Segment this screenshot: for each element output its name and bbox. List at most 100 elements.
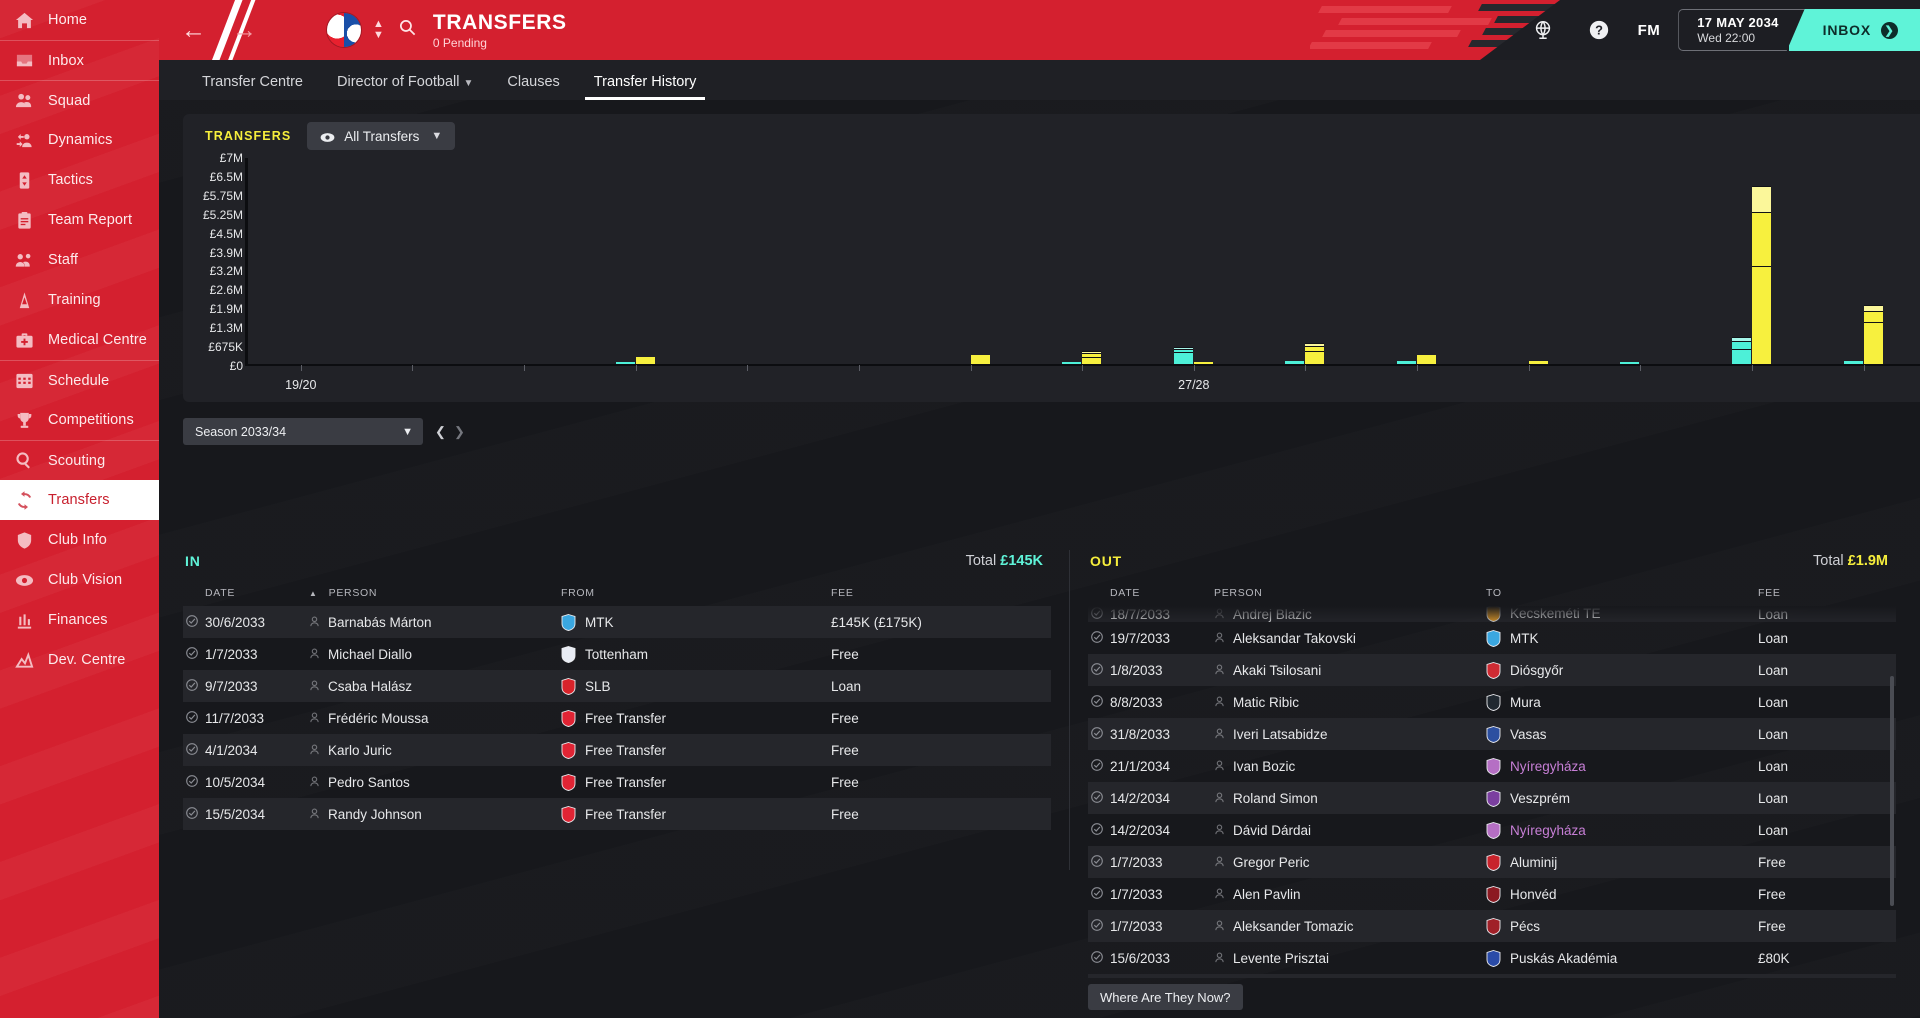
cell-club[interactable]: Veszprém xyxy=(1486,789,1758,807)
chart-bar-in[interactable] xyxy=(1397,360,1417,364)
select-row-checkbox[interactable] xyxy=(1091,758,1103,774)
cell-person[interactable]: Iveri Latsabidze xyxy=(1214,727,1486,742)
cell-person[interactable]: Randy Johnson xyxy=(309,807,561,822)
sidebar-item-club-vision[interactable]: Club Vision xyxy=(0,560,159,600)
chart-bar-out[interactable] xyxy=(970,354,990,364)
cell-club[interactable]: Puskás Akadémia xyxy=(1486,949,1758,967)
transfer-filter-dropdown[interactable]: All Transfers ▼ xyxy=(307,122,456,150)
table-row[interactable]: 4/1/2034 Karlo Juric Free Transfer Free xyxy=(183,734,1051,766)
select-row-checkbox[interactable] xyxy=(1091,726,1103,742)
chart-bar-out[interactable] xyxy=(635,356,655,364)
sidebar-item-schedule[interactable]: Schedule xyxy=(0,360,159,400)
club-switch-icon[interactable]: ▲ ▼ xyxy=(373,18,384,41)
table-row[interactable]: 1/7/2033 Gregor Peric Aluminij Free xyxy=(1088,846,1896,878)
sidebar-item-transfers[interactable]: Transfers xyxy=(0,480,159,520)
sidebar-item-inbox[interactable]: Inbox xyxy=(0,40,159,80)
table-row[interactable]: 1/7/2033 Alen Pavlin Honvéd Free xyxy=(1088,878,1896,910)
chart-bar-in[interactable] xyxy=(615,362,635,364)
select-row-checkbox[interactable] xyxy=(1091,950,1103,966)
chart-bar-in[interactable] xyxy=(1285,361,1305,364)
cell-club[interactable]: Diósgyőr xyxy=(1486,661,1758,679)
season-prev-button[interactable]: ❮ xyxy=(435,423,446,439)
cell-club[interactable]: Honvéd xyxy=(1486,885,1758,903)
cell-person[interactable]: Aleksander Tomazic xyxy=(1214,919,1486,934)
tab-transfer-centre[interactable]: Transfer Centre xyxy=(185,74,320,100)
cell-club[interactable]: Kecskeméti TE xyxy=(1486,606,1758,622)
cell-club[interactable]: Nyíregyháza xyxy=(1486,821,1758,839)
fm-logo[interactable]: FM xyxy=(1637,21,1661,39)
table-row[interactable]: 1/7/2033 Michael Diallo Tottenham Free xyxy=(183,638,1051,670)
back-arrow-icon[interactable]: ← xyxy=(181,15,206,44)
table-row[interactable]: 1/8/2033 Akaki Tsilosani Diósgyőr Loan xyxy=(1088,654,1896,686)
sidebar-item-medical-centre[interactable]: Medical Centre xyxy=(0,320,159,360)
sidebar-item-club-info[interactable]: Club Info xyxy=(0,520,159,560)
select-row-checkbox[interactable] xyxy=(1091,694,1103,710)
table-row[interactable]: 11/7/2033 Frédéric Moussa Free Transfer Fre… xyxy=(183,702,1051,734)
table-row[interactable]: 8/8/2033 Matic Ribic Mura Loan xyxy=(1088,686,1896,718)
cell-person[interactable]: Ivan Bozic xyxy=(1214,759,1486,774)
sidebar-item-home[interactable]: Home xyxy=(0,0,159,40)
select-row-checkbox[interactable] xyxy=(1091,630,1103,646)
cell-person[interactable]: Dávid Dárdai xyxy=(1214,823,1486,838)
chart-bar-in[interactable] xyxy=(1620,362,1640,364)
table-row[interactable]: 14/2/2034 Dávid Dárdai Nyíregyháza Loan xyxy=(1088,814,1896,846)
column-person[interactable]: ▲ PERSON xyxy=(309,587,378,599)
help-icon[interactable]: ? xyxy=(1582,13,1616,47)
chart-bar-in[interactable] xyxy=(1173,347,1193,364)
cell-person[interactable]: Roland Simon xyxy=(1214,791,1486,806)
select-row-checkbox[interactable] xyxy=(186,614,198,630)
navigation-arrows[interactable]: ← → xyxy=(181,15,257,44)
out-rows-scroll[interactable]: 18/7/2033 Andrej Blazic Kecskeméti TE Loan 1… xyxy=(1088,606,1896,978)
chart-bar-out[interactable] xyxy=(1082,350,1102,364)
select-row-checkbox[interactable] xyxy=(186,774,198,790)
cell-club[interactable]: SLB xyxy=(561,677,831,695)
cell-person[interactable]: Csaba Halász xyxy=(309,679,561,694)
where-are-they-now-button[interactable]: Where Are They Now? xyxy=(1088,984,1243,1010)
sidebar-item-staff[interactable]: Staff xyxy=(0,240,159,280)
select-row-checkbox[interactable] xyxy=(1091,822,1103,838)
cell-club[interactable]: Free Transfer xyxy=(561,773,831,791)
table-row[interactable]: 1/7/2033 Aleksander Tomazic Pécs Free xyxy=(1088,910,1896,942)
select-row-checkbox[interactable] xyxy=(1091,662,1103,678)
globe-icon[interactable] xyxy=(1526,13,1560,47)
cell-person[interactable]: Frédéric Moussa xyxy=(309,711,561,726)
table-row[interactable]: 31/8/2033 Iveri Latsabidze Vasas Loan xyxy=(1088,718,1896,750)
select-row-checkbox[interactable] xyxy=(186,806,198,822)
chart-bar-out[interactable] xyxy=(1528,361,1548,364)
sidebar-item-team-report[interactable]: Team Report xyxy=(0,200,159,240)
cell-person[interactable]: Karlo Juric xyxy=(309,743,561,758)
chart-bar-out[interactable] xyxy=(1305,343,1325,364)
table-row[interactable]: 25/5/2033Ibrahim NeyaAl-Ettifaq£250K xyxy=(1088,974,1896,978)
column-date[interactable]: DATE xyxy=(1110,587,1141,599)
chart-bar-in[interactable] xyxy=(1062,362,1082,364)
sidebar-item-tactics[interactable]: Tactics xyxy=(0,160,159,200)
cell-club[interactable]: Free Transfer xyxy=(561,741,831,759)
cell-club[interactable]: Vasas xyxy=(1486,725,1758,743)
sidebar-item-finances[interactable]: Finances xyxy=(0,600,159,640)
sidebar-item-squad[interactable]: Squad xyxy=(0,80,159,120)
table-row[interactable]: 18/7/2033 Andrej Blazic Kecskeméti TE Loan xyxy=(1088,606,1896,622)
season-dropdown[interactable]: Season 2033/34 ▼ xyxy=(183,418,423,445)
cell-person[interactable]: Michael Diallo xyxy=(309,647,561,662)
table-row[interactable]: 21/1/2034 Ivan Bozic Nyíregyháza Loan xyxy=(1088,750,1896,782)
tab-clauses[interactable]: Clauses xyxy=(490,74,576,100)
cell-person[interactable]: Akaki Tsilosani xyxy=(1214,663,1486,678)
cell-club[interactable]: Aluminij xyxy=(1486,853,1758,871)
chart-bar-out[interactable] xyxy=(1751,185,1771,364)
cell-club[interactable]: Pécs xyxy=(1486,917,1758,935)
table-row[interactable]: 30/6/2033 Barnabás Márton MTK £145K (£175K) xyxy=(183,606,1051,638)
select-row-checkbox[interactable] xyxy=(1091,607,1103,622)
cell-club[interactable]: MTK xyxy=(561,613,831,631)
tab-transfer-history[interactable]: Transfer History xyxy=(577,74,714,100)
inbox-button[interactable]: INBOX ❯ xyxy=(1788,9,1920,51)
select-row-checkbox[interactable] xyxy=(186,710,198,726)
column-date[interactable]: DATE xyxy=(205,587,236,599)
select-row-checkbox[interactable] xyxy=(186,646,198,662)
game-date[interactable]: 17 MAY 2034 Wed 22:00 xyxy=(1678,9,1804,51)
cell-club[interactable]: Mura xyxy=(1486,693,1758,711)
select-row-checkbox[interactable] xyxy=(186,742,198,758)
chart-bar-out[interactable] xyxy=(1863,304,1883,364)
chart-bar-in[interactable] xyxy=(1731,337,1751,364)
forward-arrow-icon[interactable]: → xyxy=(232,15,257,44)
chart-bar-in[interactable] xyxy=(1843,360,1863,364)
